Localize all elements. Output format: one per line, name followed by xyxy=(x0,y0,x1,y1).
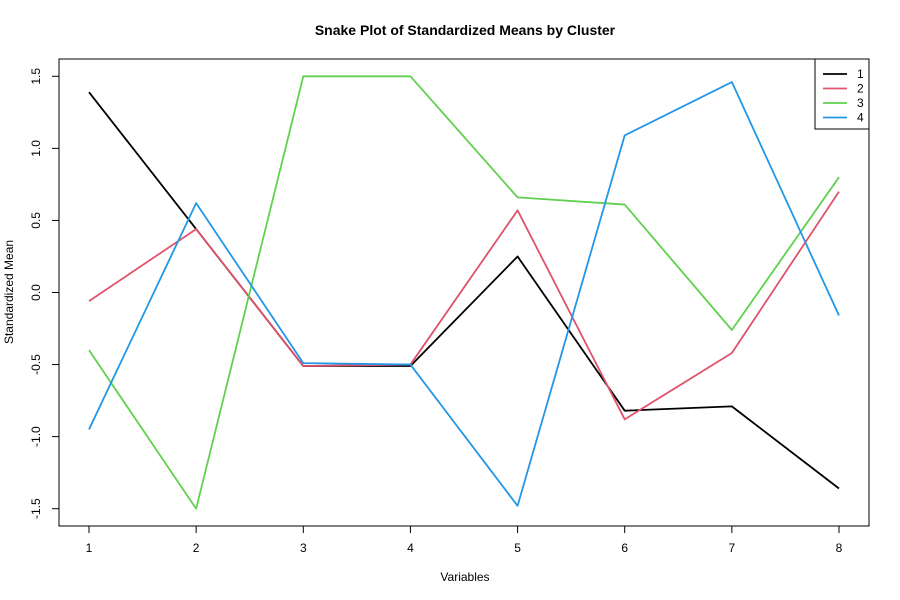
y-tick-label: -1.5 xyxy=(29,498,43,519)
y-tick-label: -1.0 xyxy=(29,426,43,447)
x-tick-label: 6 xyxy=(621,541,628,555)
x-tick-label: 3 xyxy=(300,541,307,555)
series-lines xyxy=(88,75,840,510)
y-tick-label: 0.5 xyxy=(29,212,43,229)
x-axis: 1 2 3 4 5 6 7 8 xyxy=(86,525,843,555)
x-tick-label: 8 xyxy=(836,541,843,555)
chart-title: Snake Plot of Standardized Means by Clus… xyxy=(315,22,616,38)
plot-frame xyxy=(58,58,870,527)
series-line-4 xyxy=(88,81,840,507)
y-axis-label: Standardized Mean xyxy=(2,240,16,344)
legend-label-2: 2 xyxy=(857,82,864,96)
legend-label-1: 1 xyxy=(857,67,864,81)
x-tick-label: 7 xyxy=(729,541,736,555)
y-tick-label: 1.5 xyxy=(29,68,43,85)
y-axis: -1.5 -1.0 -0.5 0.0 0.5 1.0 1.5 xyxy=(29,68,60,519)
x-axis-label: Variables xyxy=(440,570,489,584)
y-tick-label: -0.5 xyxy=(29,354,43,375)
series-line-3 xyxy=(88,75,840,510)
series-line-2 xyxy=(88,191,840,421)
x-tick-label: 2 xyxy=(193,541,200,555)
legend-label-4: 4 xyxy=(857,111,864,125)
y-tick-label: 0.0 xyxy=(29,284,43,301)
x-tick-label: 5 xyxy=(514,541,521,555)
x-tick-label: 4 xyxy=(407,541,414,555)
legend-label-3: 3 xyxy=(857,96,864,110)
y-tick-label: 1.0 xyxy=(29,140,43,157)
series-line-1 xyxy=(88,91,840,490)
x-tick-label: 1 xyxy=(86,541,93,555)
